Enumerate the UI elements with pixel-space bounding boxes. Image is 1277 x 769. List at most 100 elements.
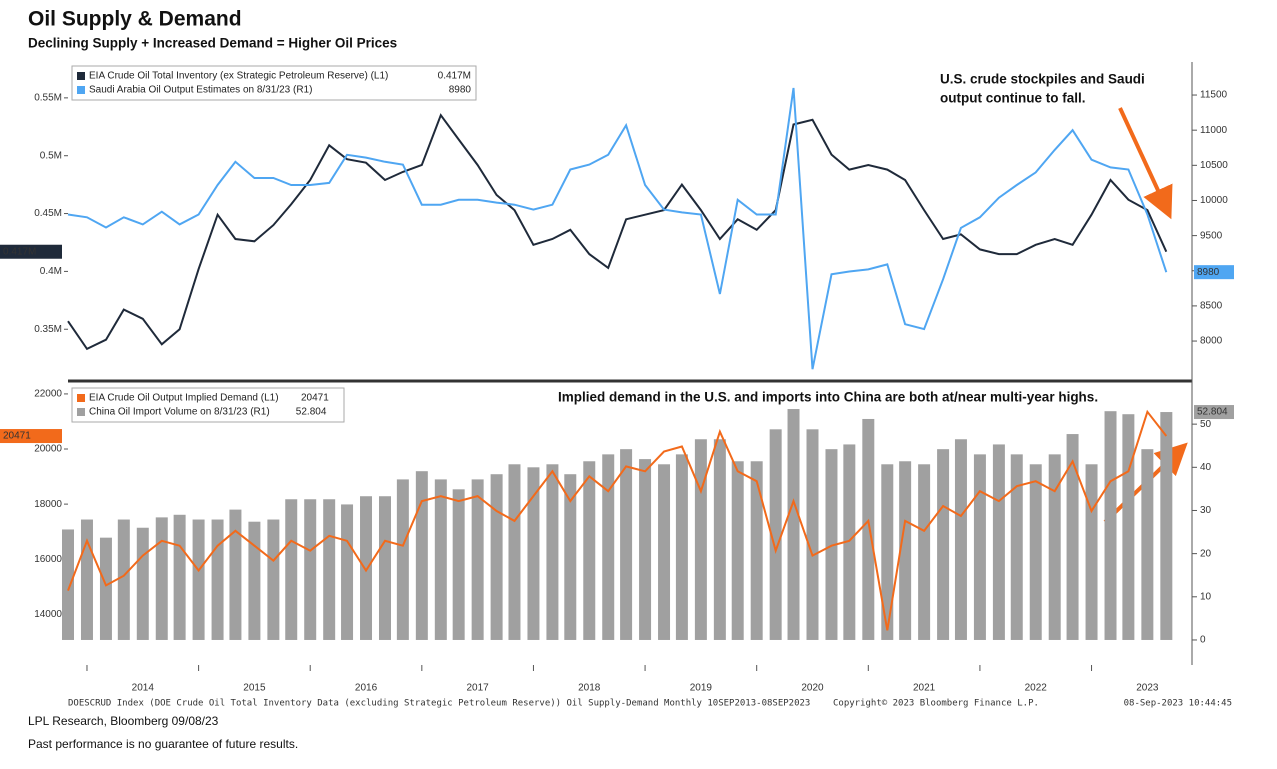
bar bbox=[583, 461, 596, 640]
bar bbox=[136, 527, 149, 640]
bar bbox=[937, 449, 950, 640]
bar bbox=[825, 449, 838, 640]
bar bbox=[285, 499, 298, 640]
bar bbox=[1029, 464, 1042, 640]
bar bbox=[954, 439, 967, 640]
last-value-tag bbox=[1194, 265, 1234, 280]
bar bbox=[658, 464, 671, 640]
y-tick-label: 0.45M bbox=[34, 208, 62, 219]
legend-label: China Oil Import Volume on 8/31/23 (R1) bbox=[89, 407, 270, 418]
bar bbox=[1160, 412, 1173, 640]
y2-tick-label: 20 bbox=[1200, 548, 1212, 559]
bar bbox=[694, 439, 707, 640]
bar bbox=[862, 418, 875, 640]
y-tick-label: 0.55M bbox=[34, 93, 62, 104]
bar bbox=[471, 479, 484, 640]
last-value-label: 20471 bbox=[3, 431, 31, 442]
y2-tick-label: 40 bbox=[1200, 462, 1212, 473]
bar bbox=[360, 496, 373, 640]
y2-tick-label: 8500 bbox=[1200, 301, 1223, 312]
y2-tick-label: 10 bbox=[1200, 591, 1212, 602]
annotation-arrow bbox=[1118, 107, 1173, 220]
bar bbox=[992, 444, 1005, 640]
chart-title: Oil Supply & Demand bbox=[28, 8, 242, 31]
bar bbox=[379, 496, 391, 640]
disclaimer: Past performance is no guarantee of futu… bbox=[28, 737, 298, 751]
line bbox=[67, 87, 1168, 370]
y-tick-label: 0.4M bbox=[40, 266, 62, 277]
bar bbox=[341, 504, 354, 640]
annotation: U.S. crude stockpiles and Saudi bbox=[940, 72, 1145, 87]
y2-tick-label: 30 bbox=[1200, 505, 1212, 516]
bar bbox=[192, 519, 205, 640]
timestamp: 08-Sep-2023 10:44:45 bbox=[1124, 699, 1232, 709]
bar bbox=[155, 517, 168, 640]
bar bbox=[806, 429, 819, 640]
bar bbox=[508, 464, 521, 640]
bar bbox=[769, 429, 782, 640]
y-tick-label: 18000 bbox=[34, 499, 62, 510]
legend-value: 0.417M bbox=[438, 71, 471, 82]
last-value-tag bbox=[0, 429, 62, 444]
bar bbox=[918, 464, 931, 640]
source: DOESCRUD Index (DOE Crude Oil Total Inve… bbox=[68, 699, 810, 709]
bar bbox=[639, 459, 652, 640]
y-tick-label: 0.35M bbox=[34, 324, 62, 335]
y-tick-label: 16000 bbox=[34, 554, 62, 565]
legend-label: EIA Crude Oil Total Inventory (ex Strate… bbox=[89, 71, 388, 82]
x-tick-label: 2023 bbox=[1136, 683, 1159, 694]
legend-label: EIA Crude Oil Output Implied Demand (L1) bbox=[89, 393, 279, 404]
x-tick-label: 2017 bbox=[467, 683, 490, 694]
last-value-tag bbox=[0, 244, 62, 259]
bar bbox=[1010, 454, 1023, 640]
legend bbox=[71, 65, 477, 101]
bar bbox=[527, 467, 540, 640]
bar bbox=[452, 489, 465, 640]
bar bbox=[564, 474, 577, 640]
x-tick-label: 2019 bbox=[690, 683, 713, 694]
x-tick-label: 2015 bbox=[243, 683, 266, 694]
bar bbox=[1066, 434, 1079, 640]
legend-label: Saudi Arabia Oil Output Estimates on 8/3… bbox=[89, 85, 312, 96]
bar bbox=[602, 454, 615, 640]
bar bbox=[490, 474, 503, 640]
y2-tick-label: 10500 bbox=[1200, 160, 1228, 171]
bar bbox=[117, 519, 130, 640]
bar bbox=[1085, 464, 1098, 640]
x-tick-label: 2018 bbox=[578, 683, 601, 694]
legend bbox=[71, 387, 345, 423]
x-tick-label: 2021 bbox=[913, 683, 936, 694]
y2-tick-label: 11500 bbox=[1200, 90, 1228, 101]
copyright: Copyright© 2023 Bloomberg Finance L.P. bbox=[833, 699, 1039, 709]
y-tick-label: 20000 bbox=[34, 444, 62, 455]
bar bbox=[99, 537, 112, 640]
y2-tick-label: 9500 bbox=[1200, 230, 1223, 241]
bar bbox=[304, 499, 317, 640]
bar bbox=[713, 439, 726, 640]
bar bbox=[843, 444, 856, 640]
bar bbox=[1104, 411, 1117, 640]
bar bbox=[1141, 449, 1154, 640]
line bbox=[67, 409, 1168, 631]
bar bbox=[434, 479, 447, 640]
bar bbox=[323, 499, 336, 640]
y-tick-label: 22000 bbox=[34, 389, 62, 400]
bar bbox=[750, 461, 763, 640]
bar bbox=[173, 514, 186, 640]
bar bbox=[229, 509, 242, 640]
bar bbox=[396, 479, 409, 640]
bar bbox=[1122, 414, 1135, 640]
y-tick-label: 14000 bbox=[34, 609, 62, 620]
bar bbox=[415, 471, 428, 640]
legend-swatch bbox=[77, 408, 85, 416]
chart-subtitle: Declining Supply + Increased Demand = Hi… bbox=[28, 36, 397, 51]
legend-value: 8980 bbox=[449, 85, 472, 96]
legend-value: 20471 bbox=[301, 393, 329, 404]
bar bbox=[267, 519, 280, 640]
y2-tick-label: 11000 bbox=[1200, 125, 1228, 136]
bar bbox=[787, 409, 800, 640]
legend-swatch bbox=[77, 394, 85, 402]
x-tick-label: 2022 bbox=[1025, 683, 1048, 694]
